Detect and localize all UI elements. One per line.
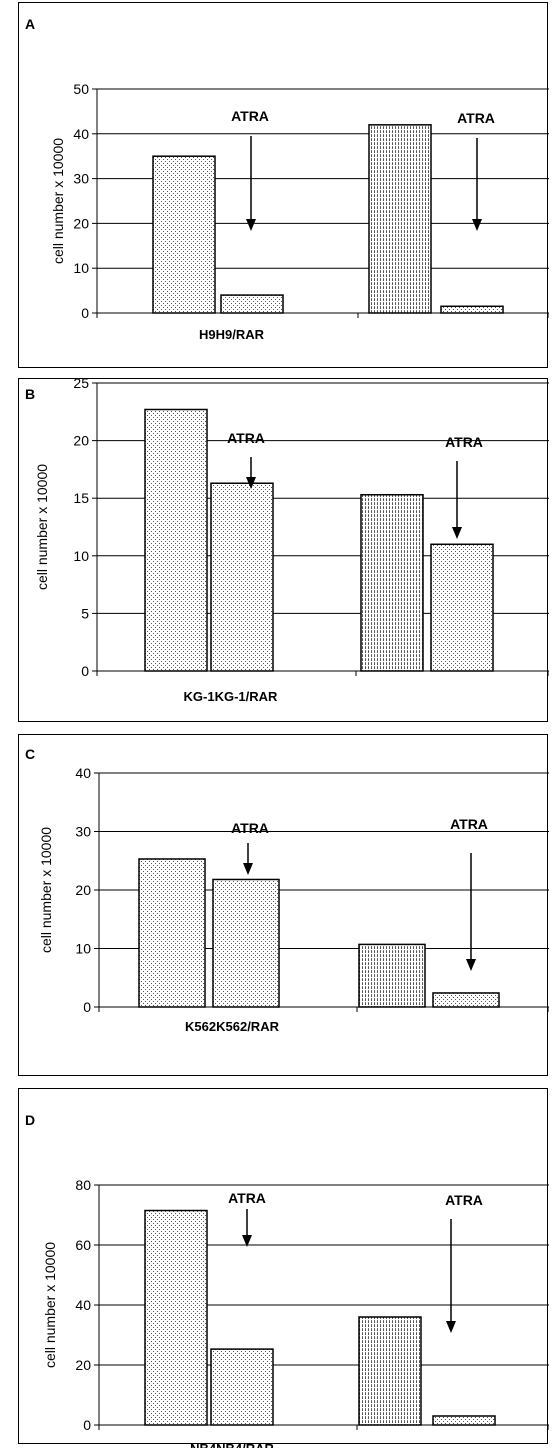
bar bbox=[210, 1348, 274, 1426]
category-label: H9H9/RAR bbox=[199, 327, 265, 342]
y-tick-label: 80 bbox=[75, 1177, 91, 1193]
annotation-arrow-head bbox=[243, 863, 253, 875]
y-tick-label: 50 bbox=[73, 81, 89, 97]
annotation-arrow-head bbox=[466, 959, 476, 971]
y-tick-label: 0 bbox=[83, 999, 91, 1015]
bar bbox=[358, 943, 426, 1008]
y-tick-label: 40 bbox=[73, 126, 89, 142]
chart-a: A 0 10 20 30 40 50 cell number x 10000 H9H9/RAR A… bbox=[25, 16, 549, 342]
annotation-arrow-head bbox=[246, 219, 256, 231]
y-tick-label: 10 bbox=[73, 548, 89, 564]
annotation-label: ATRA bbox=[227, 430, 265, 446]
bar bbox=[210, 482, 274, 672]
y-tick-label: 40 bbox=[75, 765, 91, 781]
y-tick-label: 30 bbox=[73, 171, 89, 187]
panel-letter: B bbox=[25, 386, 35, 402]
y-axis-title: cell number x 10000 bbox=[42, 1242, 58, 1368]
annotation-arrow-head bbox=[472, 219, 482, 231]
panel-d: D 0 20 40 60 80 cell number x 10000 NB4NB4/RAR A… bbox=[18, 1088, 549, 1448]
panel-a: A 0 10 20 30 40 50 cell number x 10000 H9H9/RAR A… bbox=[18, 2, 549, 368]
panel-b: B 0 5 10 15 20 25 cell number x 10000 KG-1KG-1/R… bbox=[18, 375, 549, 722]
y-tick-label: 60 bbox=[75, 1237, 91, 1253]
y-tick-label: 20 bbox=[73, 433, 89, 449]
bar bbox=[440, 305, 504, 314]
bar bbox=[430, 543, 494, 672]
bar bbox=[144, 408, 208, 672]
bar bbox=[152, 155, 216, 314]
bar bbox=[432, 1415, 496, 1426]
annotation-label: ATRA bbox=[231, 108, 269, 124]
annotation-label: ATRA bbox=[457, 110, 495, 126]
bar bbox=[138, 858, 206, 1008]
bar bbox=[220, 294, 284, 314]
bar bbox=[144, 1209, 208, 1426]
y-axis-title: cell number x 10000 bbox=[38, 827, 54, 953]
y-tick-label: 20 bbox=[73, 215, 89, 231]
y-tick-label: 0 bbox=[83, 1417, 91, 1433]
bar bbox=[360, 493, 424, 672]
y-tick-label: 20 bbox=[75, 1357, 91, 1373]
y-tick-label: 5 bbox=[81, 605, 89, 621]
category-label: KG-1KG-1/RAR bbox=[184, 689, 279, 704]
panel-letter: C bbox=[25, 746, 35, 762]
y-tick-label: 0 bbox=[81, 663, 89, 679]
bar bbox=[358, 1316, 422, 1426]
category-label: K562K562/RAR bbox=[185, 1019, 280, 1034]
chart-c: C 0 10 20 30 40 cell number x 10000 K562K562/RA… bbox=[25, 746, 549, 1034]
y-tick-label: 10 bbox=[75, 941, 91, 957]
annotation-label: ATRA bbox=[445, 1192, 483, 1208]
category-label: NB4NB4/RAR bbox=[190, 1441, 274, 1448]
bar bbox=[212, 878, 280, 1008]
panel-letter: D bbox=[25, 1112, 35, 1128]
y-tick-label: 30 bbox=[75, 824, 91, 840]
chart-d: D 0 20 40 60 80 cell number x 10000 NB4NB4/RAR A… bbox=[25, 1112, 549, 1448]
annotation-label: ATRA bbox=[445, 434, 483, 450]
y-tick-label: 10 bbox=[73, 260, 89, 276]
annotation-label: ATRA bbox=[450, 816, 488, 832]
y-tick-label: 0 bbox=[81, 305, 89, 321]
panel-letter: A bbox=[25, 16, 35, 32]
y-tick-label: 15 bbox=[73, 490, 89, 506]
y-tick-label: 20 bbox=[75, 882, 91, 898]
annotation-arrow-head bbox=[242, 1235, 252, 1247]
panel-c: C 0 10 20 30 40 cell number x 10000 K562K562/RA… bbox=[18, 734, 549, 1076]
y-tick-label: 40 bbox=[75, 1297, 91, 1313]
annotation-arrow-head bbox=[246, 477, 256, 489]
annotation-label: ATRA bbox=[228, 1190, 266, 1206]
y-axis-title: cell number x 10000 bbox=[50, 138, 66, 264]
annotation-arrow-head bbox=[452, 527, 462, 539]
annotation-label: ATRA bbox=[231, 820, 269, 836]
chart-b: B 0 5 10 15 20 25 cell number x 10000 KG-1KG-1/R… bbox=[25, 375, 549, 704]
annotation-arrow-head bbox=[446, 1321, 456, 1333]
bar bbox=[368, 124, 432, 314]
y-tick-label: 25 bbox=[73, 375, 89, 391]
y-axis-title: cell number x 10000 bbox=[34, 464, 50, 590]
bar bbox=[432, 992, 500, 1008]
